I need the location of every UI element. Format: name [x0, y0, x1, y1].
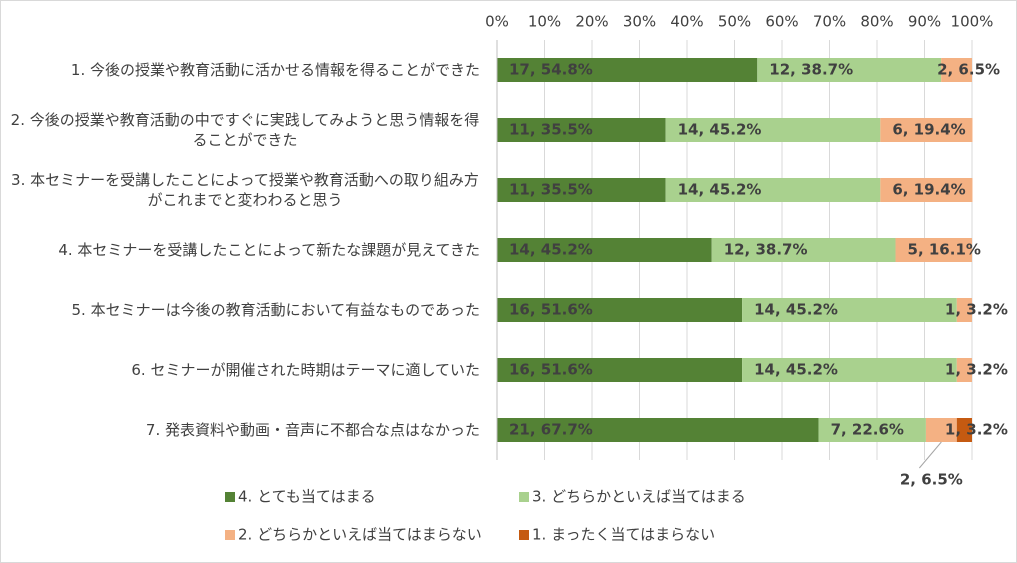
data-label: 6, 19.4%: [892, 181, 965, 199]
bar-segment: [956, 418, 972, 442]
x-tick-label: 0%: [485, 13, 509, 31]
data-label: 11, 35.5%: [509, 181, 593, 199]
x-tick-label: 20%: [575, 13, 608, 31]
bar-segment: [895, 238, 972, 262]
data-label: 2, 6.5%: [937, 61, 1000, 79]
legend-label: 4. とても当てはまる: [238, 488, 376, 506]
category-text: 3. 本セミナーを受講したことによって授業や教育活動への取り組み方がこれまでと変…: [11, 171, 479, 209]
x-tick-label: 40%: [670, 13, 703, 31]
data-label: 12, 38.7%: [724, 241, 808, 259]
category-text: 4. 本セミナーを受講したことによって新たな課題が見えてきた: [58, 241, 480, 259]
data-label: 16, 51.6%: [509, 361, 593, 379]
x-tick-label: 70%: [813, 13, 846, 31]
bar-segment: [665, 178, 881, 202]
data-label: 2, 6.5%: [900, 471, 963, 489]
bar-segment: [497, 178, 666, 202]
bar-segment: [818, 418, 926, 442]
data-label: 1, 3.2%: [945, 421, 1008, 439]
leader-line: [918, 441, 942, 469]
legend-marker: [225, 530, 235, 540]
data-label: 5, 16.1%: [908, 241, 981, 259]
y-tick-label: 3. 本セミナーを受講したことによって授業や教育活動への取り組み方がこれまでと変…: [10, 170, 480, 210]
x-tick-label: 90%: [908, 13, 941, 31]
y-tick-label: 7. 発表資料や動画・音声に不都合な点はなかった: [10, 420, 480, 440]
data-label: 14, 45.2%: [754, 301, 838, 319]
legend-marker: [519, 492, 529, 502]
x-tick-label: 80%: [860, 13, 893, 31]
data-label: 17, 54.8%: [509, 61, 593, 79]
bar-segment: [956, 298, 972, 322]
x-tick-label: 30%: [623, 13, 656, 31]
category-text: 1. 今後の授業や教育活動に活かせる情報を得ることができた: [70, 61, 480, 79]
bar-segment: [497, 298, 743, 322]
category-text: 5. 本セミナーは今後の教育活動において有益なものであった: [71, 301, 480, 319]
x-tick-label: 100%: [951, 13, 994, 31]
bar-segment: [925, 418, 957, 442]
bar-segment: [880, 178, 973, 202]
bar-segment: [757, 58, 942, 82]
bar-segment: [497, 58, 758, 82]
y-tick-label: 2. 今後の授業や教育活動の中ですぐに実践してみようと思う情報を得ることができた: [10, 110, 480, 150]
bar-segment: [497, 358, 743, 382]
data-label: 12, 38.7%: [769, 61, 853, 79]
category-text: 2. 今後の授業や教育活動の中ですぐに実践してみようと思う情報を得ることができた: [10, 111, 480, 149]
x-tick-label: 50%: [718, 13, 751, 31]
legend-label: 2. どちらかといえば当てはまらない: [238, 526, 482, 544]
legend-label: 3. どちらかといえば当てはまる: [532, 488, 746, 506]
x-tick-label: 10%: [528, 13, 561, 31]
data-label: 1, 3.2%: [945, 301, 1008, 319]
data-label: 7, 22.6%: [831, 421, 904, 439]
bar-segment: [497, 238, 712, 262]
data-label: 6, 19.4%: [892, 121, 965, 139]
bar-segment: [665, 118, 881, 142]
legend-label: 1. まったく当てはまらない: [532, 526, 715, 544]
legend-marker: [225, 492, 235, 502]
bar-segment: [742, 298, 957, 322]
bar-segment: [711, 238, 896, 262]
data-label: 16, 51.6%: [509, 301, 593, 319]
y-tick-label: 4. 本セミナーを受講したことによって新たな課題が見えてきた: [10, 240, 480, 260]
data-label: 14, 45.2%: [678, 121, 762, 139]
bar-segment: [941, 58, 972, 82]
data-label: 14, 45.2%: [509, 241, 593, 259]
data-label: 1, 3.2%: [945, 361, 1008, 379]
category-text: 7. 発表資料や動画・音声に不都合な点はなかった: [145, 421, 480, 439]
data-label: 14, 45.2%: [678, 181, 762, 199]
y-tick-label: 1. 今後の授業や教育活動に活かせる情報を得ることができた: [10, 60, 480, 80]
y-tick-label: 6. セミナーが開催された時期はテーマに適していた: [10, 360, 480, 380]
data-label: 11, 35.5%: [509, 121, 593, 139]
x-tick-label: 60%: [765, 13, 798, 31]
bar-segment: [880, 118, 973, 142]
bar-segment: [956, 358, 972, 382]
y-tick-label: 5. 本セミナーは今後の教育活動において有益なものであった: [10, 300, 480, 320]
data-label: 21, 67.7%: [509, 421, 593, 439]
data-label: 14, 45.2%: [754, 361, 838, 379]
bar-segment: [497, 418, 819, 442]
legend-marker: [519, 530, 529, 540]
bar-segment: [742, 358, 957, 382]
category-text: 6. セミナーが開催された時期はテーマに適していた: [131, 361, 480, 379]
bar-segment: [497, 118, 666, 142]
